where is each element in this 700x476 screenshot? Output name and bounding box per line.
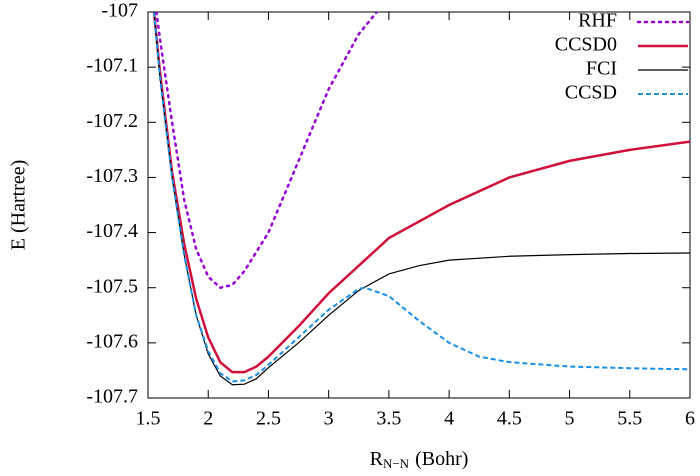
y-tick-label: -107.1 [86, 55, 138, 77]
x-axis-title-unit: (Bohr) [415, 448, 468, 470]
x-tick-label: 6 [685, 408, 695, 430]
y-axis-title: E (Hartree) [8, 160, 30, 251]
series-line [153, 12, 690, 383]
y-tick-label: -107.2 [86, 110, 138, 132]
x-tick-label: 3 [324, 408, 334, 430]
plot-frame [147, 11, 691, 399]
series-line [152, 12, 690, 374]
legend-label: FCI [586, 58, 617, 80]
series-line [155, 12, 379, 290]
y-tick-label: -107.7 [86, 386, 138, 408]
curves [152, 12, 690, 386]
x-axis-title-main: R [370, 448, 384, 470]
legend-label: RHF [578, 10, 617, 32]
y-tick-label: -107.3 [86, 165, 138, 187]
x-tick-label: 4.5 [497, 408, 522, 430]
x-tick-label: 5.5 [617, 408, 642, 430]
y-tick-label: -107.5 [86, 275, 138, 297]
legend-label: CCSD0 [555, 34, 617, 56]
legend-label: CCSD [565, 82, 617, 104]
x-tick-label: 1.5 [136, 408, 161, 430]
x-axis-title: RN−N (Bohr) [370, 448, 469, 471]
x-axis-title-sub: N−N [383, 456, 410, 471]
y-tick-label: -107.4 [86, 220, 138, 242]
x-tick-label: 5 [565, 408, 575, 430]
x-tick-label: 4 [444, 408, 454, 430]
y-tick-label: -107.6 [86, 330, 138, 352]
x-tick-label: 3.5 [376, 408, 401, 430]
y-tick-label: -107 [101, 0, 138, 22]
x-tick-label: 2.5 [256, 408, 281, 430]
x-tick-label: 2 [203, 408, 213, 430]
